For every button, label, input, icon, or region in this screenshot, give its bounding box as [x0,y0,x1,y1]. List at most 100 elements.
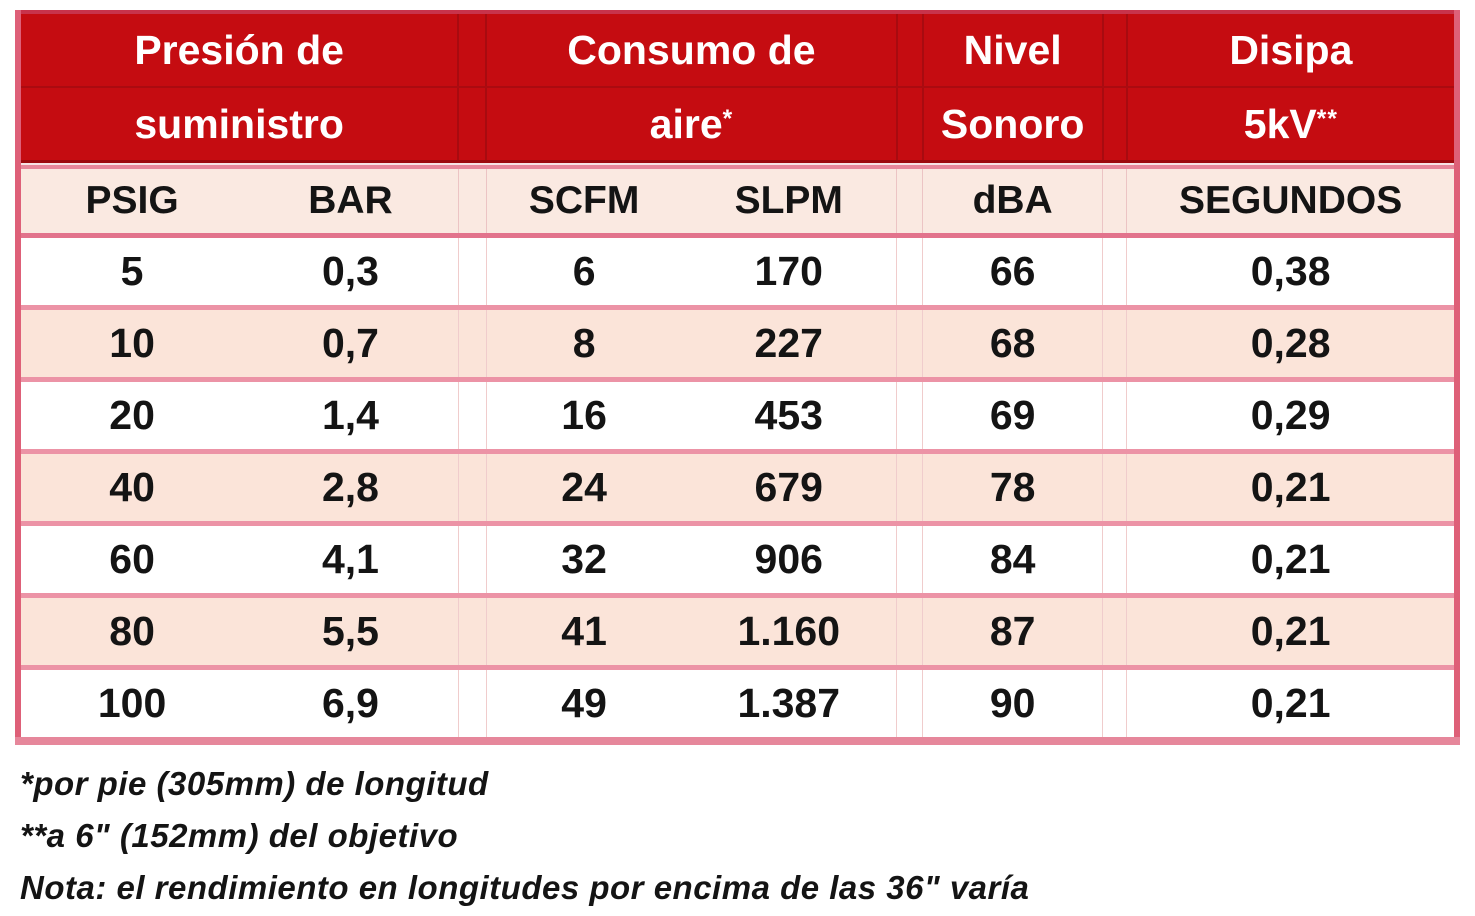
cell-bar: 2,8 [243,449,459,524]
cell-segundos: 0,21 [1126,593,1457,668]
column-spacer [457,87,488,160]
header-row-1: Presión de Consumo de Nivel Disipa [18,12,1457,88]
column-spacer [457,305,487,380]
cell-scfm: 24 [486,449,682,524]
cell-dba: 68 [922,305,1103,380]
unit-dba: dBA [922,169,1103,238]
cell-scfm: 6 [486,235,682,308]
cell-dba: 87 [922,593,1103,668]
cell-psig: 10 [18,305,244,380]
footnote-per-foot: *por pie (305mm) de longitud [20,765,489,802]
cell-bar: 0,3 [243,235,459,308]
header-disipa-line1: Disipa [1126,12,1457,88]
table-row: 40 2,8 24 679 78 0,21 [18,449,1457,524]
cell-scfm: 8 [486,305,682,380]
unit-bar: BAR [243,169,459,238]
header-row-2: suministro aire* Sonoro 5kV** [18,87,1457,160]
column-spacer [896,169,924,238]
cell-segundos: 0,21 [1126,449,1457,524]
header-disipa-text: 5kV [1243,100,1317,147]
cell-slpm: 1.160 [681,593,897,668]
column-spacer [896,593,924,668]
column-spacer [1102,305,1128,380]
cell-segundos: 0,38 [1126,235,1457,308]
cell-segundos: 0,28 [1126,305,1457,380]
table-row: 80 5,5 41 1.160 87 0,21 [18,593,1457,668]
header-nivel-line2: Sonoro [922,87,1103,160]
header-consumo-text: aire [649,100,723,147]
cell-slpm: 1.387 [681,665,897,741]
column-spacer [1101,12,1128,88]
cell-dba: 84 [922,521,1103,596]
column-spacer [1102,593,1128,668]
cell-psig: 80 [18,593,244,668]
cell-segundos: 0,29 [1126,377,1457,452]
column-spacer [896,235,924,308]
table-row: 100 6,9 49 1.387 90 0,21 [18,665,1457,741]
units-row: PSIG BAR SCFM SLPM dBA SEGUNDOS [18,169,1457,238]
footnotes: *por pie (305mm) de longitud **a 6" (152… [20,758,1475,914]
footnote-marker-aire: * [722,105,734,133]
cell-psig: 100 [18,665,244,741]
header-separator [18,160,1457,169]
cell-scfm: 41 [486,593,682,668]
specs-table: Presión de Consumo de Nivel Disipa sumin… [15,10,1460,745]
column-spacer [896,665,924,741]
table-row: 5 0,3 6 170 66 0,38 [18,235,1457,308]
cell-slpm: 453 [681,377,897,452]
cell-slpm: 906 [681,521,897,596]
cell-psig: 20 [18,377,244,452]
unit-psig: PSIG [18,169,244,238]
column-spacer [457,12,488,88]
cell-segundos: 0,21 [1126,521,1457,596]
column-spacer [457,521,487,596]
cell-bar: 4,1 [243,521,459,596]
column-spacer [1102,449,1128,524]
column-spacer [457,235,487,308]
cell-dba: 69 [922,377,1103,452]
column-spacer [1102,377,1128,452]
cell-slpm: 679 [681,449,897,524]
unit-slpm: SLPM [681,169,897,238]
cell-segundos: 0,21 [1126,665,1457,741]
cell-bar: 1,4 [243,377,459,452]
column-spacer [1102,169,1128,238]
column-spacer [896,305,924,380]
column-spacer [895,87,924,160]
column-spacer [895,12,924,88]
cell-bar: 5,5 [243,593,459,668]
header-presion-line1: Presión de [18,12,459,88]
cell-dba: 78 [922,449,1103,524]
unit-segundos: SEGUNDOS [1126,169,1457,238]
footnote-marker-5kv: ** [1316,105,1338,133]
table-row: 10 0,7 8 227 68 0,28 [18,305,1457,380]
cell-dba: 90 [922,665,1103,741]
unit-scfm: SCFM [486,169,682,238]
column-spacer [1102,521,1128,596]
cell-psig: 40 [18,449,244,524]
column-spacer [457,449,487,524]
cell-bar: 0,7 [243,305,459,380]
header-separator-band [18,160,1457,169]
column-spacer [457,377,487,452]
cell-scfm: 16 [486,377,682,452]
column-spacer [896,449,924,524]
header-disipa-line2: 5kV** [1126,87,1457,160]
header-presion-line2: suministro [18,87,459,160]
cell-scfm: 49 [486,665,682,741]
column-spacer [1102,235,1128,308]
table-row: 20 1,4 16 453 69 0,29 [18,377,1457,452]
column-spacer [1101,87,1128,160]
header-consumo-line2: aire* [486,87,897,160]
cell-slpm: 227 [681,305,897,380]
header-consumo-line1: Consumo de [486,12,897,88]
footnote-distance: **a 6" (152mm) del objetivo [20,817,459,855]
table-row: 60 4,1 32 906 84 0,21 [18,521,1457,596]
cell-psig: 5 [18,235,244,308]
cell-scfm: 32 [486,521,682,596]
cell-dba: 66 [922,235,1103,308]
footnote-nota: Nota: el rendimiento en longitudes por e… [20,869,1030,907]
column-spacer [457,665,487,741]
column-spacer [1102,665,1128,741]
header-nivel-line1: Nivel [922,12,1103,88]
